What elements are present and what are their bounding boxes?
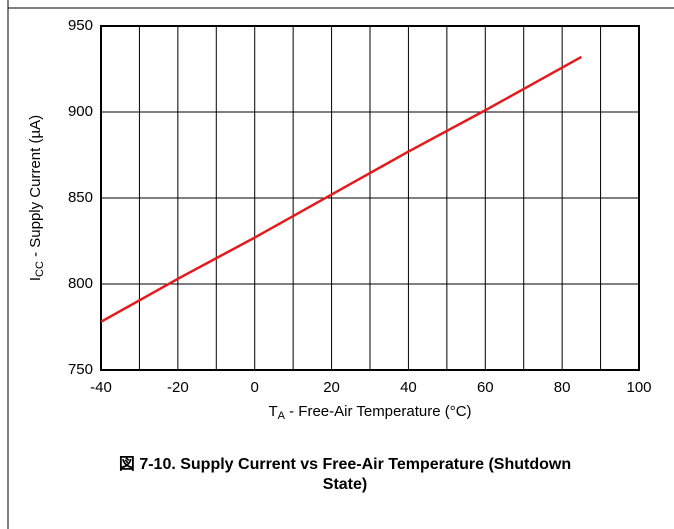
y-tick-label: 900 [68,103,93,120]
plot-border [100,25,640,371]
y-label-sub: CC [34,261,46,277]
x-label-rest: - Free-Air Temperature (°C) [285,403,472,420]
x-tick-label: 80 [554,379,571,396]
series-line [100,55,582,323]
y-label-rest: - Supply Current (µA) [27,115,44,261]
caption: 図 7-10. Supply Current vs Free-Air Tempe… [118,456,572,493]
x-tick-label: -40 [90,379,112,396]
y-tick-label: 800 [68,275,93,292]
x-tick-label: 40 [400,379,417,396]
x-tick-label: 100 [626,379,651,396]
grid [100,25,640,371]
y-label-main: I [27,277,44,281]
x-label-sub: A [278,410,286,422]
x-tick-label: 0 [251,379,259,396]
x-tick-label: 20 [323,379,340,396]
x-tick-label: 60 [477,379,494,396]
y-tick-label: 750 [68,361,93,378]
x-tick-label: -20 [167,379,189,396]
y-tick-label: 950 [68,17,93,34]
y-tick-label: 850 [68,189,93,206]
marks [100,55,582,323]
x-label-main: T [268,403,277,420]
x-axis-label: TA - Free-Air Temperature (°C) [268,403,471,422]
y-axis-label: ICC - Supply Current (µA) [27,115,46,281]
